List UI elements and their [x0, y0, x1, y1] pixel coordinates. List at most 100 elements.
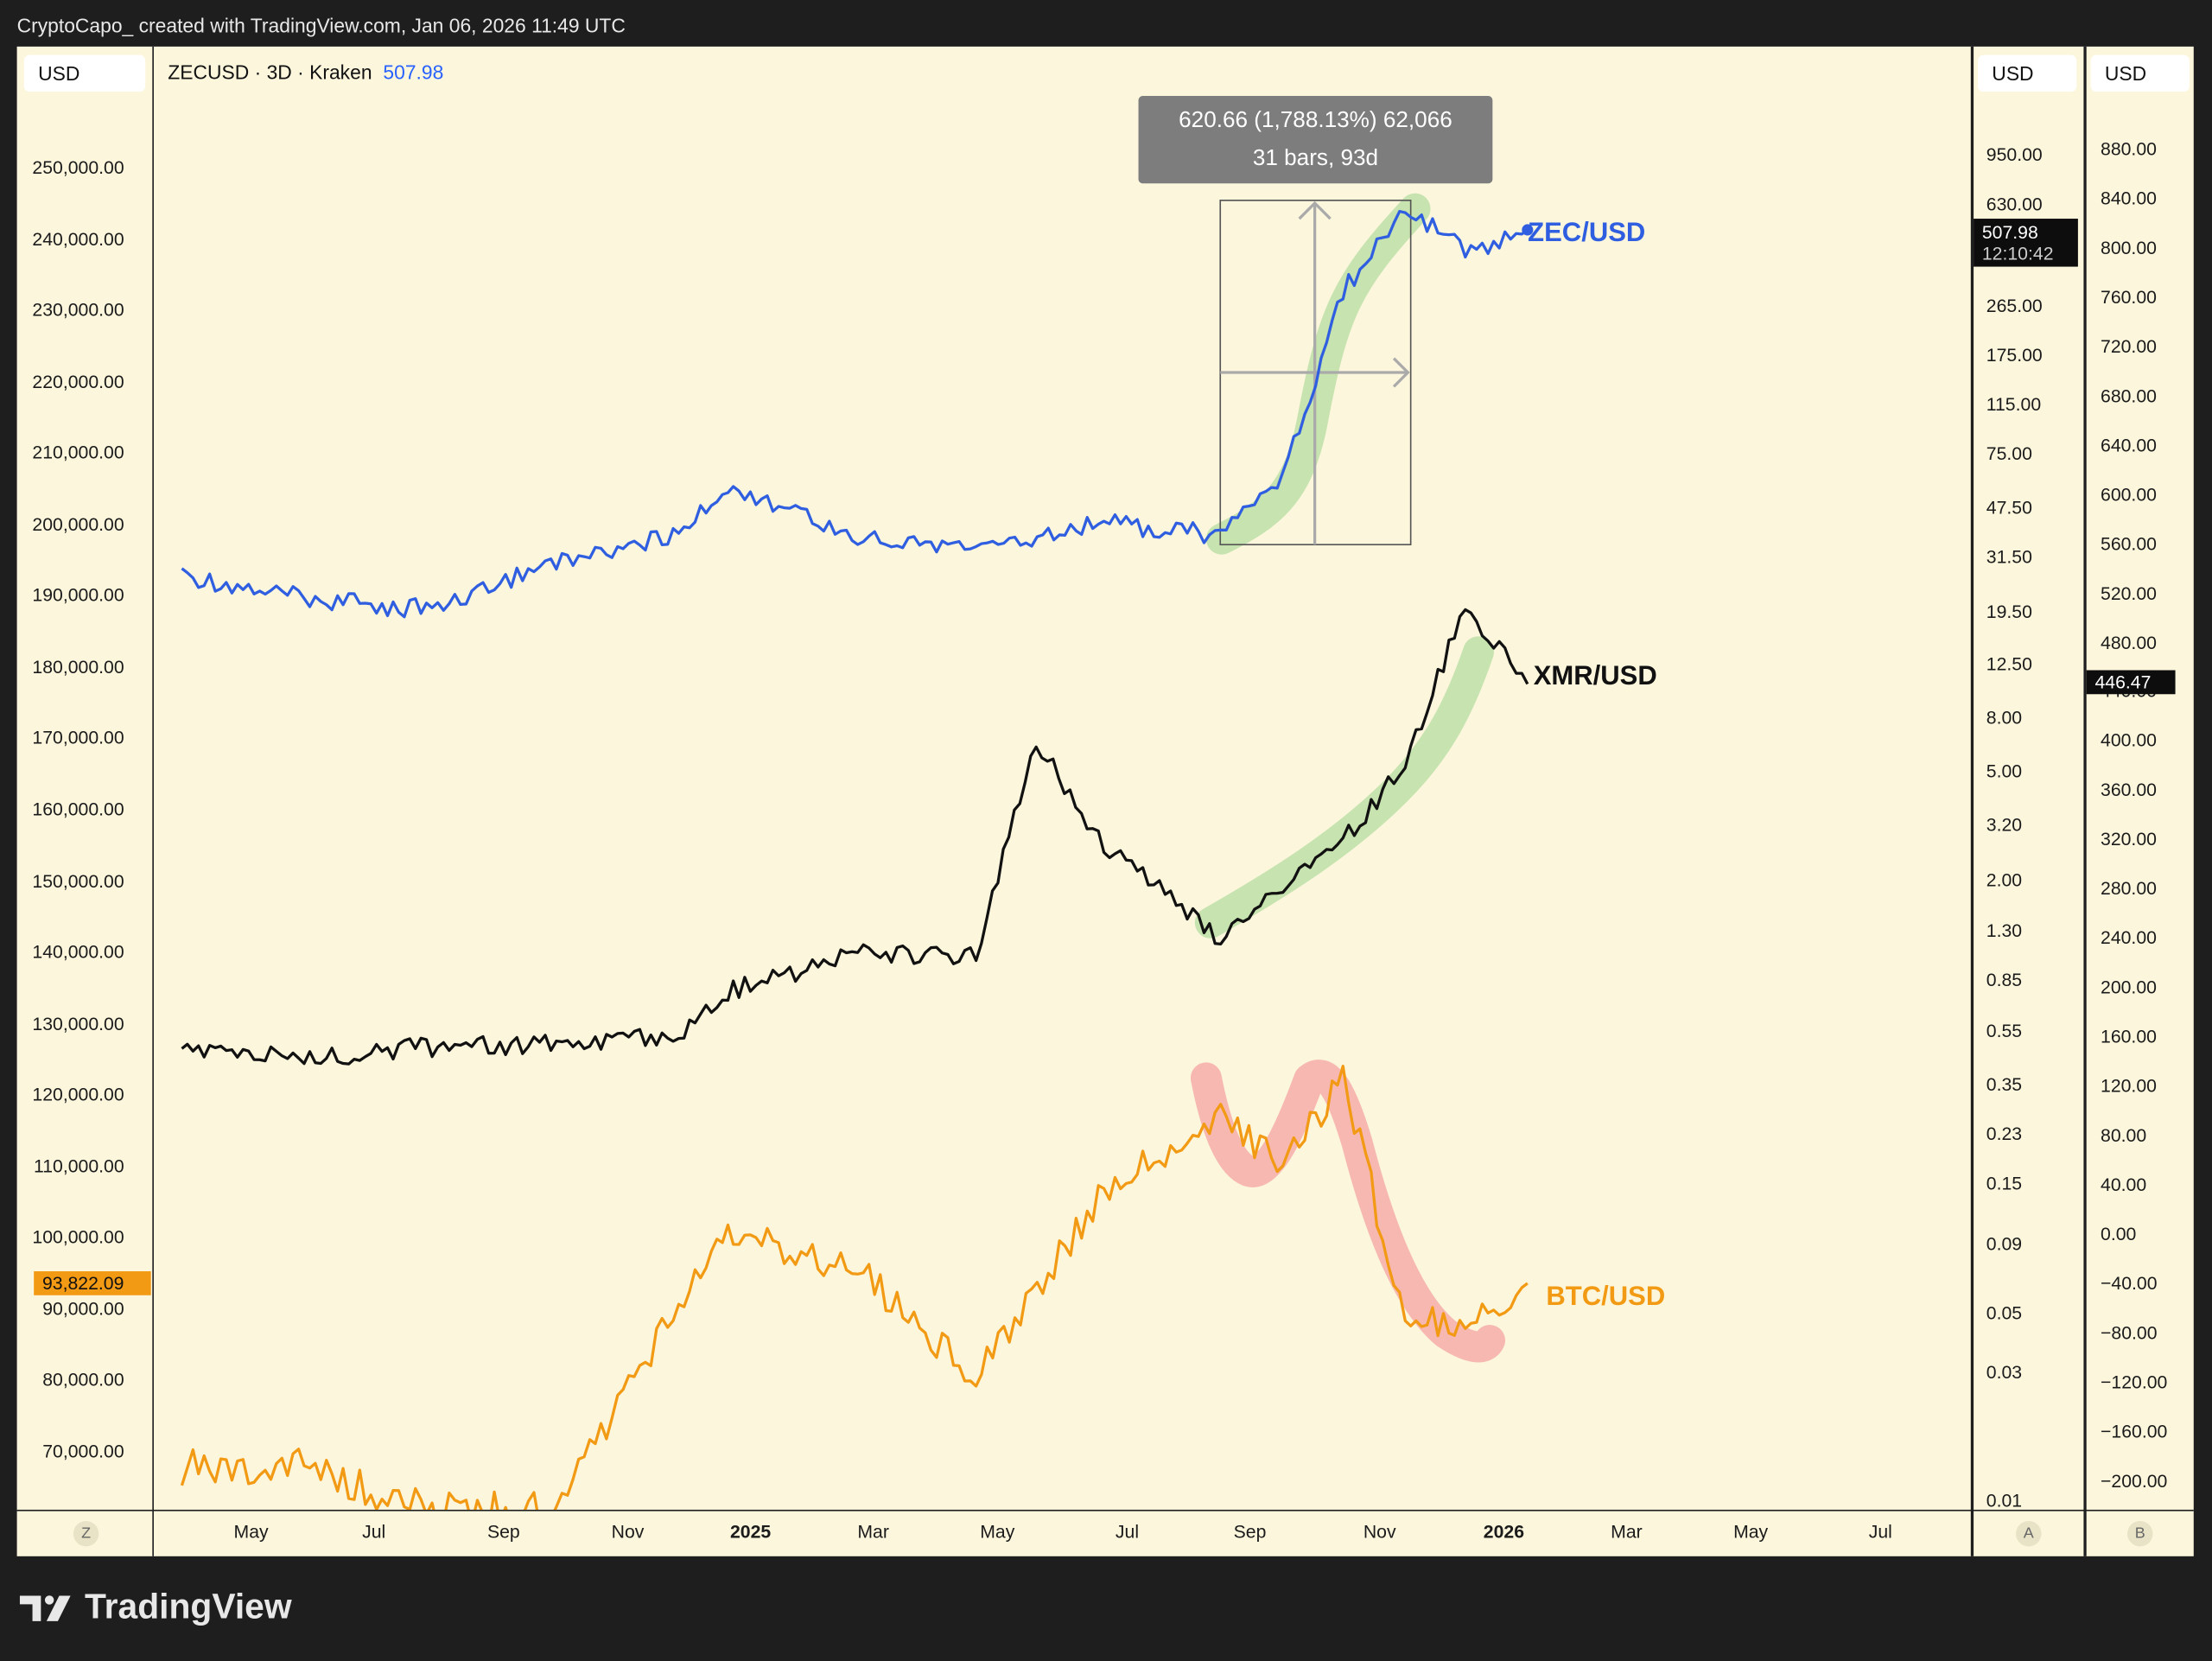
snapshot-caption: CryptoCapo_ created with TradingView.com… [16, 14, 626, 37]
measure-tool[interactable] [1219, 200, 1412, 546]
right-axis-b-tick: 800.00 [2101, 237, 2157, 258]
right-price-axis-a[interactable]: 950.00 630.00 265.00 175.00 115.00 75.00 47.50… [1974, 47, 2083, 1511]
btc-series-label: BTC/USD [1546, 1282, 1666, 1313]
right-axis-a-tick: 0.15 [1986, 1172, 2023, 1194]
left-axis-tick: 70,000.00 [42, 1440, 124, 1462]
right-axis-b-tick: 520.00 [2101, 582, 2157, 604]
left-axis-tick: 130,000.00 [32, 1012, 124, 1034]
right-axis-a-tick: 1.30 [1986, 920, 2023, 941]
chart-area[interactable] [16, 46, 2194, 1556]
right-axis-a-tick: 5.00 [1986, 760, 2023, 782]
right-axis-b-tick: 0.00 [2101, 1223, 2137, 1244]
right-axis-b-tick: −80.00 [2101, 1321, 2158, 1343]
right-axis-a-tick: 0.23 [1986, 1123, 2023, 1145]
right-axis-b-tick: −200.00 [2101, 1469, 2168, 1492]
right-axis-b-tick: −160.00 [2101, 1420, 2168, 1442]
right-axis-a-tick: 115.00 [1986, 393, 2042, 416]
zec-last-point [1522, 224, 1534, 236]
right-axis-b-tick: 160.00 [2101, 1026, 2157, 1047]
measure-horizontal-arrowhead [1392, 357, 1410, 388]
tradingview-logo[interactable]: TradingView [19, 1587, 292, 1628]
right-axis-a-tick: 0.05 [1986, 1301, 2023, 1324]
left-axis-tick: 90,000.00 [42, 1297, 124, 1320]
zec-line[interactable] [181, 209, 1529, 619]
measure-tooltip-line1: 620.66 (1,788.13%) 62,066 [1179, 108, 1452, 133]
left-price-axis[interactable]: 250,000.00 240,000.00 230,000.00 220,000.00… [17, 47, 138, 1510]
symbol-title: ZECUSD · 3D · Kraken [168, 60, 372, 84]
right-axis-b-tick: 80.00 [2101, 1124, 2147, 1146]
btc-line[interactable] [180, 1065, 1529, 1529]
right-axis-b-tick: 120.00 [2101, 1075, 2157, 1097]
auto-scale-b-button[interactable]: B [2127, 1521, 2153, 1547]
symbol-info[interactable]: ZECUSD · 3D · Kraken 507.98 [168, 60, 443, 83]
time-axis-tick: Sep [1233, 1521, 1267, 1543]
right-axis-divider-b [2083, 46, 2087, 1556]
auto-scale-left-button[interactable]: Z [73, 1521, 99, 1547]
time-axis-tick: May [1733, 1521, 1769, 1543]
right-axis-b-tick: 640.00 [2101, 434, 2157, 455]
zec-series-label: ZEC/USD [1528, 219, 1646, 249]
xmr-price-tag: 446.47 [2086, 670, 2176, 695]
right-axis-b-tick: 240.00 [2101, 926, 2157, 949]
right-axis-b-tick: 280.00 [2101, 877, 2157, 900]
right-axis-a-tick: 3.20 [1986, 814, 2023, 836]
xmr-uptrend-highlight [1194, 636, 1494, 939]
measure-tooltip-line2: 31 bars, 93d [1252, 146, 1379, 171]
right-axis-a-tick: 31.50 [1986, 545, 2032, 568]
right-axis-a-tick: 0.55 [1986, 1020, 2023, 1041]
right-axis-b-tick: 680.00 [2101, 385, 2157, 406]
btc-downtrend-highlight [1190, 1060, 1506, 1363]
left-axis-tick: 220,000.00 [32, 370, 124, 392]
left-axis-tick: 200,000.00 [32, 512, 124, 535]
right-axis-b-tick: 40.00 [2101, 1174, 2147, 1195]
right-axis-a-tick: 12.50 [1986, 652, 2032, 675]
left-axis-divider [152, 46, 154, 1556]
right-axis-a-tick: 175.00 [1986, 344, 2043, 366]
right-axis-a-tick: 47.50 [1986, 496, 2032, 519]
time-axis-tick: Jul [1868, 1521, 1892, 1543]
right-axis-b-tick: 760.00 [2101, 286, 2157, 308]
right-axis-a-tick: 2.00 [1986, 869, 2023, 891]
right-axis-a-tick: 0.85 [1986, 969, 2023, 991]
left-axis-tick: 150,000.00 [32, 869, 124, 892]
right-axis-b-tick: 720.00 [2101, 335, 2157, 357]
left-axis-tick: 100,000.00 [32, 1226, 124, 1248]
time-axis-divider [16, 1509, 2194, 1511]
time-axis-tick: 2025 [729, 1521, 772, 1543]
right-axis-a-tick: 75.00 [1986, 442, 2032, 465]
symbol-last-price: 507.98 [383, 60, 444, 84]
zec-price-tag-value: 507.98 [1981, 221, 2038, 243]
right-axis-b-tick: 400.00 [2101, 729, 2157, 752]
right-axis-b-tick: 560.00 [2101, 532, 2157, 554]
right-axis-a-tick: 0.35 [1986, 1073, 2023, 1095]
left-currency-pill[interactable]: USD [23, 54, 146, 92]
auto-scale-a-button[interactable]: A [2016, 1521, 2042, 1547]
right-b-currency-pill[interactable]: USD [2090, 54, 2190, 92]
right-axis-a-tick: 265.00 [1986, 295, 2043, 316]
left-axis-tick: 210,000.00 [32, 442, 124, 463]
tradingview-logo-text: TradingView [84, 1587, 292, 1627]
right-axis-a-tick: 630.00 [1986, 193, 2043, 215]
left-axis-tick: 180,000.00 [32, 655, 124, 678]
left-axis-tick: 120,000.00 [32, 1084, 124, 1105]
time-axis[interactable]: May Jul Sep Nov 2025 Mar May Jul Sep Nov 2026 Mar Ma… [0, 0, 2212, 1556]
right-price-axis-b[interactable]: 880.00 840.00 800.00 760.00 720.00 680.00 640.… [2087, 47, 2194, 1510]
left-axis-tick: 230,000.00 [32, 299, 124, 321]
time-axis-tick: May [980, 1521, 1015, 1543]
time-axis-tick: Mar [1611, 1521, 1643, 1543]
time-axis-tick: 2026 [1483, 1521, 1525, 1543]
xmr-series-label: XMR/USD [1533, 661, 1657, 691]
tradingview-logo-icon [19, 1595, 71, 1622]
right-axis-a-tick: 8.00 [1986, 706, 2023, 729]
left-axis-tick: 240,000.00 [32, 227, 124, 250]
time-axis-tick: Jul [362, 1521, 386, 1543]
xmr-line[interactable] [181, 608, 1529, 1066]
right-a-currency-pill[interactable]: USD [1977, 54, 2077, 92]
time-axis-tick: Sep [486, 1521, 520, 1543]
right-axis-b-tick: 360.00 [2101, 779, 2157, 801]
right-axis-a-tick: 19.50 [1986, 601, 2032, 622]
left-axis-tick: 190,000.00 [32, 584, 124, 606]
right-axis-a-tick: 950.00 [1986, 143, 2043, 166]
